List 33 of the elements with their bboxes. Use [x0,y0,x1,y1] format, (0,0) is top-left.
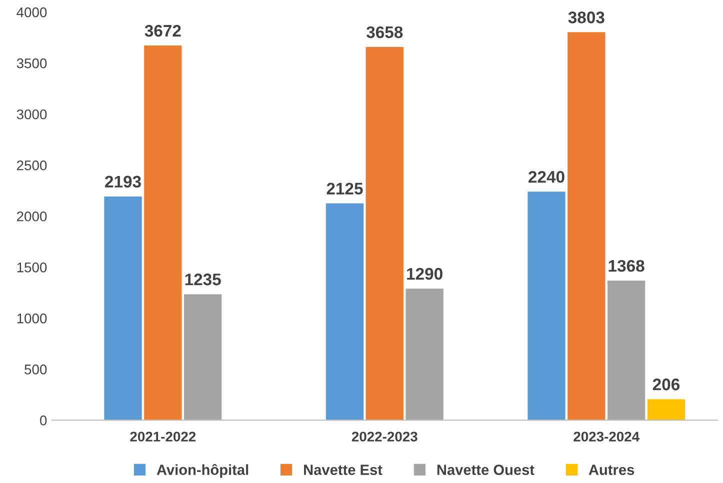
bar [104,196,142,420]
data-label: 1368 [608,260,644,272]
y-tick-label: 0 [40,416,47,426]
x-tick-label: 2021-2022 [130,432,196,442]
x-tick-label: 2022-2023 [352,432,418,442]
y-tick-label: 2000 [17,211,47,222]
bar [568,32,606,420]
data-label: 3672 [144,24,181,37]
legend-label: Autres [588,464,634,475]
legend-label: Navette Est [304,464,382,475]
data-label: 3658 [366,26,403,38]
legend-label: Navette Ouest [437,464,534,475]
data-label: 206 [652,378,680,390]
data-label: 2240 [528,171,564,183]
data-label: 3803 [568,12,604,24]
bar [184,294,222,420]
y-tick-label: 2500 [17,160,47,170]
y-tick-label: 4000 [16,7,47,18]
bar [528,192,566,420]
y-tick-label: 3500 [16,58,47,68]
data-label: 2125 [326,182,363,195]
data-label: 1290 [407,268,442,280]
bar [144,46,182,420]
data-label: 2193 [105,176,141,188]
y-tick-label: 3000 [16,109,47,120]
legend-label: Avion-hôpital [156,464,248,478]
y-tick-label: 1500 [17,262,47,272]
y-tick-label: 1000 [17,314,47,324]
bar [607,280,646,420]
data-label: 1235 [185,274,221,286]
bar [647,399,686,420]
x-tick-label: 2023-2024 [574,432,640,442]
y-tick-label: 500 [24,364,47,374]
